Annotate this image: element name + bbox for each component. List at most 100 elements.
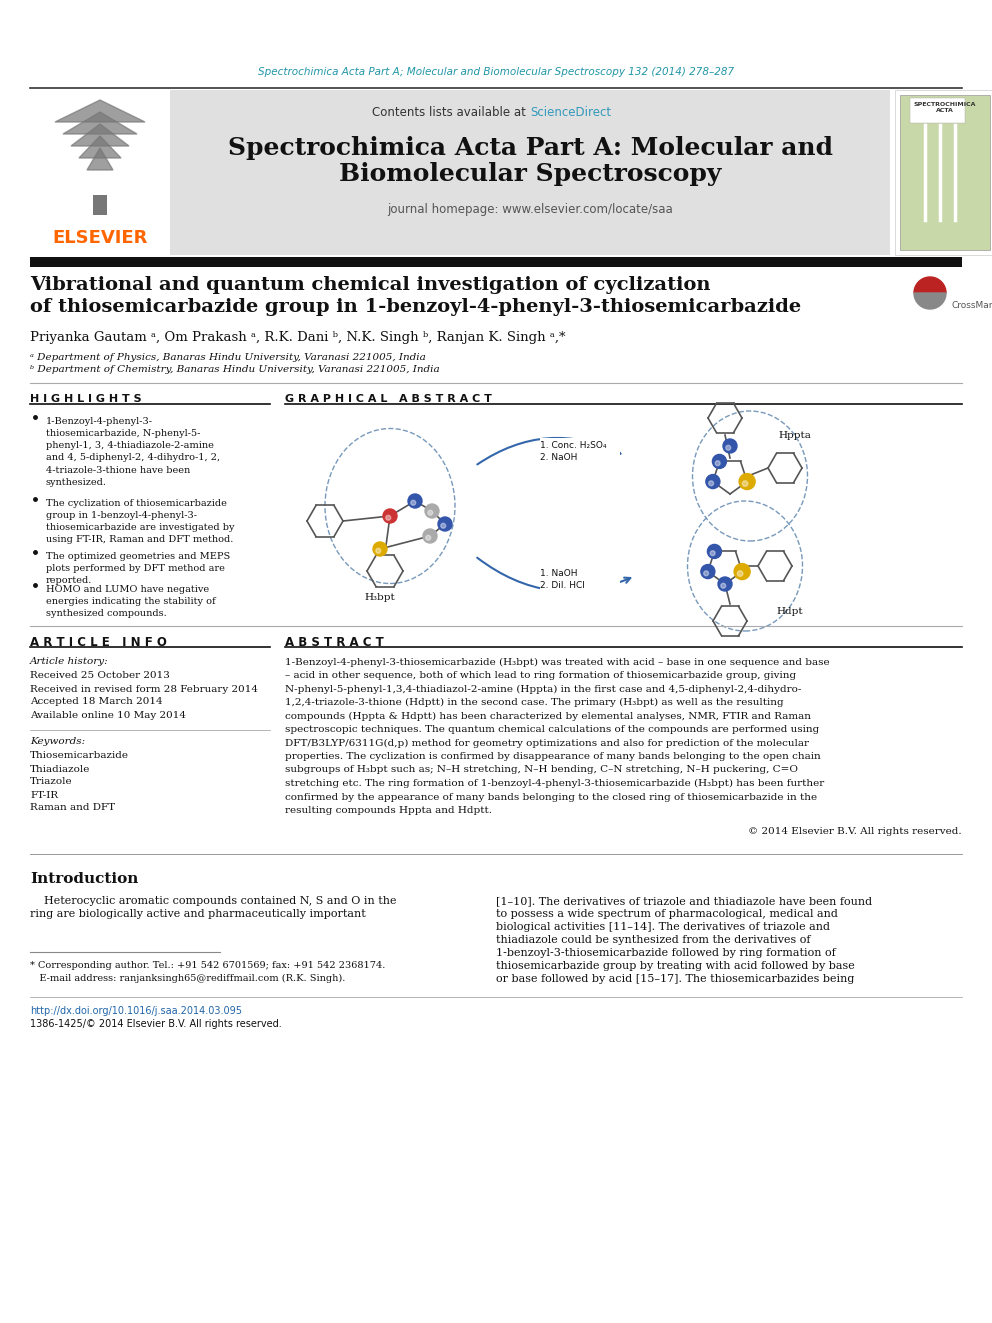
- Circle shape: [426, 536, 431, 540]
- Text: 1. NaOH: 1. NaOH: [540, 569, 577, 578]
- Text: properties. The cyclization is confirmed by disappearance of many bands belongin: properties. The cyclization is confirmed…: [285, 751, 820, 761]
- Circle shape: [701, 565, 715, 578]
- Circle shape: [723, 439, 737, 452]
- Text: Spectrochimica Acta Part A; Molecular and Biomolecular Spectroscopy 132 (2014) 2: Spectrochimica Acta Part A; Molecular an…: [258, 67, 734, 77]
- Text: 1-benzoyl-3-thiosemicarbazide followed by ring formation of: 1-benzoyl-3-thiosemicarbazide followed b…: [496, 949, 835, 958]
- Text: HOMO and LUMO have negative
energies indicating the stability of
synthesized com: HOMO and LUMO have negative energies ind…: [46, 585, 215, 618]
- Bar: [170, 90, 890, 255]
- Bar: [895, 90, 992, 255]
- Text: of thiosemicarbazide group in 1-benzoyl-4-phenyl-3-thiosemicarbazide: of thiosemicarbazide group in 1-benzoyl-…: [30, 298, 802, 316]
- Circle shape: [708, 480, 713, 486]
- Text: H I G H L I G H T S: H I G H L I G H T S: [30, 394, 142, 404]
- Polygon shape: [914, 277, 946, 292]
- Text: subgroups of H₃bpt such as; N–H stretching, N–H bending, C–N stretching, N–H puc: subgroups of H₃bpt such as; N–H stretchi…: [285, 766, 798, 774]
- Polygon shape: [79, 136, 121, 157]
- Text: ACTA: ACTA: [936, 108, 954, 114]
- Text: FT-IR: FT-IR: [30, 791, 59, 799]
- Circle shape: [706, 475, 720, 488]
- Text: © 2014 Elsevier B.V. All rights reserved.: © 2014 Elsevier B.V. All rights reserved…: [748, 827, 962, 836]
- Bar: [93, 194, 107, 216]
- Circle shape: [411, 500, 416, 505]
- Circle shape: [373, 542, 387, 556]
- Text: 1. Conc. H₂SO₄: 1. Conc. H₂SO₄: [540, 442, 606, 451]
- Text: Available online 10 May 2014: Available online 10 May 2014: [30, 710, 186, 720]
- Text: CrossMark: CrossMark: [952, 300, 992, 310]
- Text: Heterocyclic aromatic compounds contained N, S and O in the: Heterocyclic aromatic compounds containe…: [30, 896, 397, 906]
- Circle shape: [438, 517, 452, 531]
- Bar: [30, 90, 170, 255]
- Text: Introduction: Introduction: [30, 872, 138, 886]
- Text: H₃bpt: H₃bpt: [365, 594, 396, 602]
- Text: journal homepage: www.elsevier.com/locate/saa: journal homepage: www.elsevier.com/locat…: [387, 204, 673, 217]
- Bar: [30, 257, 962, 267]
- Circle shape: [425, 504, 439, 519]
- Text: 1-Benzoyl-4-phenyl-3-
thiosemicarbazide, N-phenyl-5-
phenyl-1, 3, 4-thiadiazole-: 1-Benzoyl-4-phenyl-3- thiosemicarbazide,…: [46, 417, 220, 487]
- Text: E-mail address: ranjanksingh65@rediffmail.com (R.K. Singh).: E-mail address: ranjanksingh65@rediffmai…: [30, 974, 345, 983]
- Text: ELSEVIER: ELSEVIER: [53, 229, 148, 247]
- Text: Contents lists available at: Contents lists available at: [372, 106, 530, 119]
- Text: N-phenyl-5-phenyl-1,3,4-thiadiazol-2-amine (Hppta) in the first case and 4,5-dip: N-phenyl-5-phenyl-1,3,4-thiadiazol-2-ami…: [285, 684, 802, 693]
- Text: Biomolecular Spectroscopy: Biomolecular Spectroscopy: [339, 161, 721, 187]
- Polygon shape: [914, 292, 946, 310]
- Circle shape: [428, 511, 433, 515]
- Text: Spectrochimica Acta Part A: Molecular and: Spectrochimica Acta Part A: Molecular an…: [227, 136, 832, 160]
- Circle shape: [386, 515, 391, 520]
- Text: G R A P H I C A L   A B S T R A C T: G R A P H I C A L A B S T R A C T: [285, 394, 492, 404]
- Text: SPECTROCHIMICA: SPECTROCHIMICA: [914, 102, 976, 106]
- Circle shape: [742, 480, 748, 487]
- Text: Priyanka Gautam ᵃ, Om Prakash ᵃ, R.K. Dani ᵇ, N.K. Singh ᵇ, Ranjan K. Singh ᵃ,*: Priyanka Gautam ᵃ, Om Prakash ᵃ, R.K. Da…: [30, 331, 565, 344]
- Text: A R T I C L E   I N F O: A R T I C L E I N F O: [30, 635, 167, 648]
- Polygon shape: [71, 124, 129, 146]
- Text: Thiadiazole: Thiadiazole: [30, 765, 90, 774]
- Text: – acid in other sequence, both of which lead to ring formation of thiosemicarbaz: – acid in other sequence, both of which …: [285, 671, 797, 680]
- Text: Received in revised form 28 February 2014: Received in revised form 28 February 201…: [30, 684, 258, 693]
- Circle shape: [712, 454, 726, 468]
- Text: 1-Benzoyl-4-phenyl-3-thiosemicarbazide (H₃bpt) was treated with acid – base in o: 1-Benzoyl-4-phenyl-3-thiosemicarbazide (…: [285, 658, 829, 667]
- Text: Raman and DFT: Raman and DFT: [30, 803, 115, 812]
- Circle shape: [734, 564, 750, 579]
- Bar: [910, 98, 965, 123]
- Circle shape: [440, 524, 445, 528]
- Bar: [900, 95, 990, 250]
- Circle shape: [726, 446, 731, 450]
- Text: [1–10]. The derivatives of triazole and thiadiazole have been found: [1–10]. The derivatives of triazole and …: [496, 896, 872, 906]
- Text: * Corresponding author. Tel.: +91 542 6701569; fax: +91 542 2368174.: * Corresponding author. Tel.: +91 542 67…: [30, 962, 385, 971]
- Bar: [540, 566, 620, 594]
- Text: Vibrational and quantum chemical investigation of cyclization: Vibrational and quantum chemical investi…: [30, 277, 710, 294]
- Polygon shape: [87, 148, 113, 169]
- Circle shape: [739, 474, 755, 490]
- Text: resulting compounds Hppta and Hdptt.: resulting compounds Hppta and Hdptt.: [285, 806, 492, 815]
- Text: compounds (Hppta & Hdptt) has been characterized by elemental analyses, NMR, FTI: compounds (Hppta & Hdptt) has been chara…: [285, 712, 811, 721]
- Polygon shape: [55, 101, 145, 122]
- Text: ScienceDirect: ScienceDirect: [530, 106, 611, 119]
- Circle shape: [703, 570, 708, 576]
- Text: Accepted 18 March 2014: Accepted 18 March 2014: [30, 697, 163, 706]
- Text: Thiosemicarbazide: Thiosemicarbazide: [30, 751, 129, 761]
- Text: Hdpt: Hdpt: [777, 606, 804, 615]
- Text: thiosemicarbazide group by treating with acid followed by base: thiosemicarbazide group by treating with…: [496, 960, 855, 971]
- Text: 2. NaOH: 2. NaOH: [540, 454, 577, 463]
- Circle shape: [737, 570, 743, 577]
- Text: ᵇ Department of Chemistry, Banaras Hindu University, Varanasi 221005, India: ᵇ Department of Chemistry, Banaras Hindu…: [30, 365, 439, 374]
- Circle shape: [718, 577, 732, 591]
- Text: Hppta: Hppta: [779, 431, 811, 441]
- Text: thiadiazole could be synthesized from the derivatives of: thiadiazole could be synthesized from th…: [496, 935, 810, 945]
- Circle shape: [715, 460, 720, 466]
- Circle shape: [408, 493, 422, 508]
- Text: Keywords:: Keywords:: [30, 737, 85, 746]
- Text: A B S T R A C T: A B S T R A C T: [285, 635, 384, 648]
- Text: Received 25 October 2013: Received 25 October 2013: [30, 672, 170, 680]
- Text: stretching etc. The ring formation of 1-benzoyl-4-phenyl-3-thiosemicarbazide (H₃: stretching etc. The ring formation of 1-…: [285, 779, 824, 789]
- Text: Triazole: Triazole: [30, 778, 72, 786]
- Circle shape: [423, 529, 437, 542]
- Text: or base followed by acid [15–17]. The thiosemicarbazides being: or base followed by acid [15–17]. The th…: [496, 974, 854, 984]
- Circle shape: [707, 545, 721, 558]
- Circle shape: [721, 583, 726, 589]
- Text: The cyclization of thiosemicarbazide
group in 1-benzoyl-4-phenyl-3-
thiosemicarb: The cyclization of thiosemicarbazide gro…: [46, 499, 234, 545]
- Text: biological activities [11–14]. The derivatives of triazole and: biological activities [11–14]. The deriv…: [496, 922, 830, 931]
- Text: 2. Dil. HCl: 2. Dil. HCl: [540, 582, 585, 590]
- Circle shape: [376, 548, 381, 553]
- Text: ᵃ Department of Physics, Banaras Hindu University, Varanasi 221005, India: ᵃ Department of Physics, Banaras Hindu U…: [30, 352, 426, 361]
- Text: 1386-1425/© 2014 Elsevier B.V. All rights reserved.: 1386-1425/© 2014 Elsevier B.V. All right…: [30, 1019, 282, 1029]
- Polygon shape: [63, 112, 137, 134]
